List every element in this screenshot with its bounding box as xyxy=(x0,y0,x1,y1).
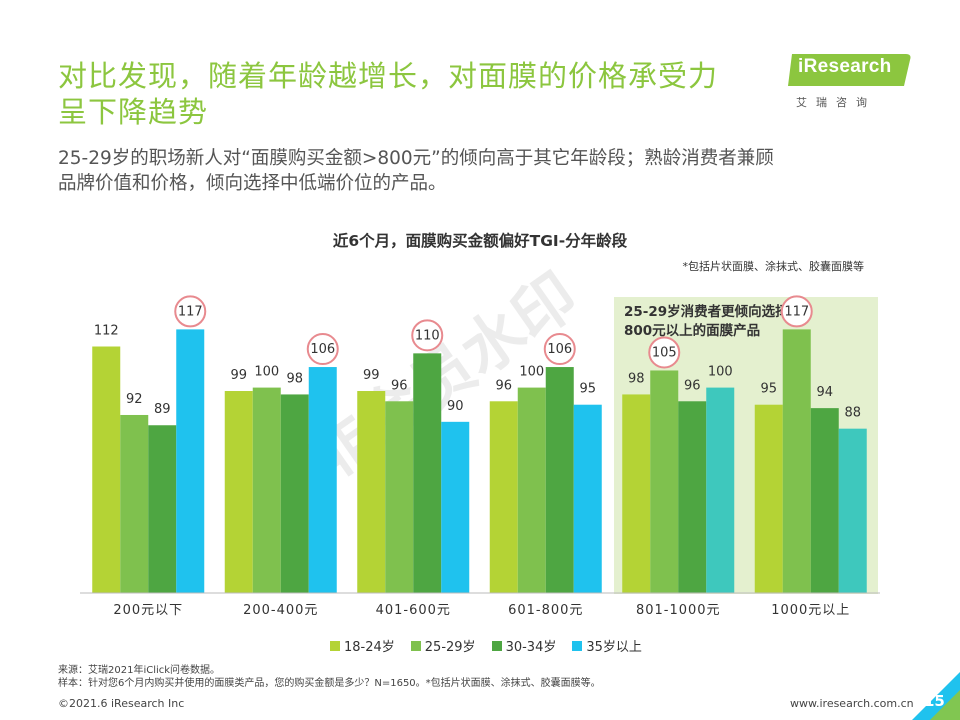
highlight-circle xyxy=(780,295,813,328)
data-label: 99 xyxy=(363,368,380,383)
legend-swatch xyxy=(572,640,583,651)
bar-0-1 xyxy=(120,414,149,593)
source-line-1: 来源：艾瑞2021年iClick问卷数据。 xyxy=(58,665,221,676)
bar-0-2 xyxy=(148,425,177,593)
bar-5-2 xyxy=(810,408,839,593)
data-label: 110 xyxy=(415,328,440,343)
data-label: 100 xyxy=(708,365,733,380)
data-label: 105 xyxy=(652,345,677,360)
bar-3-0 xyxy=(489,401,518,593)
legend-label: 35岁以上 xyxy=(586,640,642,655)
category-label: 801-1000元 xyxy=(636,603,721,618)
legend-label: 18-24岁 xyxy=(344,640,395,655)
page-number: 15 xyxy=(924,692,945,710)
data-label: 96 xyxy=(391,378,408,393)
data-label: 98 xyxy=(628,371,645,386)
logo-badge xyxy=(788,54,911,86)
footer-url[interactable]: www.iresearch.com.cn xyxy=(790,697,914,710)
bar-2-1 xyxy=(385,401,414,593)
highlight-label-line-1: 25-29岁消费者更倾向选择 xyxy=(624,304,789,320)
data-label: 100 xyxy=(519,365,544,380)
legend-item: 30-34岁 xyxy=(491,636,557,655)
data-label: 92 xyxy=(126,392,143,407)
category-label: 601-800元 xyxy=(508,603,583,618)
legend-swatch xyxy=(491,640,502,651)
data-label: 96 xyxy=(684,378,701,393)
bar-3-1 xyxy=(517,387,546,593)
bar-5-3 xyxy=(838,428,867,593)
data-label: 98 xyxy=(286,371,303,386)
bar-4-1 xyxy=(650,370,679,593)
chart-note: *包括片状面膜、涂抹式、胶囊面膜等 xyxy=(682,260,865,273)
page-title-line-2: 呈下降趋势 xyxy=(58,95,209,129)
bar-2-3 xyxy=(441,421,470,593)
chart-title: 近6个月，面膜购买金额偏好TGI-分年龄段 xyxy=(332,232,628,250)
highlight-circle xyxy=(648,336,681,369)
data-label: 117 xyxy=(178,304,203,319)
logo-chinese-text: 艾瑞咨询 xyxy=(796,96,876,109)
legend-label: 30-34岁 xyxy=(505,640,557,655)
bar-0-0 xyxy=(92,346,121,593)
subtitle-line-1: 25-29岁的职场新人对“面膜购买金额>800元”的倾向高于其它年龄段；熟龄消费… xyxy=(58,148,774,169)
bar-4-3 xyxy=(706,387,735,593)
data-label: 112 xyxy=(94,324,119,339)
highlight-circle xyxy=(543,333,576,366)
legend-label: 25-29岁 xyxy=(424,640,476,655)
bar-1-1 xyxy=(252,387,281,593)
bar-0-3 xyxy=(176,329,205,593)
page-subtitle: 25-29岁的职场新人对“面膜购买金额>800元”的倾向高于其它年龄段；熟龄消费… xyxy=(58,146,928,196)
logo-text: iResearch xyxy=(798,56,892,77)
chart-legend: 18-24岁 25-29岁 30-34岁 35岁以上 xyxy=(330,636,642,655)
legend-swatch xyxy=(410,640,421,651)
category-label: 200元以下 xyxy=(113,603,183,618)
category-label: 401-600元 xyxy=(376,603,451,618)
bar-1-2 xyxy=(280,394,309,593)
data-label: 100 xyxy=(254,365,279,380)
data-label: 96 xyxy=(495,378,512,393)
data-label: 106 xyxy=(310,342,335,357)
data-label: 95 xyxy=(579,382,596,397)
highlight-label-line-2: 800元以上的面膜产品 xyxy=(624,323,761,339)
bar-1-3 xyxy=(308,367,337,593)
data-label: 95 xyxy=(760,382,777,397)
bar-4-0 xyxy=(622,394,651,593)
page-title: 对比发现，随着年龄越增长，对面膜的价格承受力 呈下降趋势 xyxy=(58,58,778,130)
bar-2-0 xyxy=(357,391,386,593)
data-label: 90 xyxy=(447,399,464,414)
bar-2-2 xyxy=(413,353,442,593)
source-note: 来源：艾瑞2021年iClick问卷数据。 样本：针对您6个月内购买并使用的面膜… xyxy=(58,664,601,690)
category-label: 1000元以上 xyxy=(771,603,850,618)
category-label: 200-400元 xyxy=(243,603,318,618)
data-label: 106 xyxy=(547,342,572,357)
data-label: 88 xyxy=(844,406,861,421)
legend-swatch xyxy=(330,640,340,651)
data-label: 99 xyxy=(230,368,247,383)
bar-3-3 xyxy=(573,404,602,593)
source-line-2: 样本：针对您6个月内购买并使用的面膜类产品，您的购买金额是多少？N=1650。*… xyxy=(58,678,601,689)
subtitle-line-2: 品牌价值和价格，倾向选择中低端价位的产品。 xyxy=(58,173,447,194)
highlight-circle xyxy=(411,319,444,352)
highlight-circle xyxy=(174,295,207,328)
bar-4-2 xyxy=(678,401,707,593)
highlight-label: 25-29岁消费者更倾向选择 800元以上的面膜产品 xyxy=(624,303,789,341)
page-title-line-1: 对比发现，随着年龄越增长，对面膜的价格承受力 xyxy=(58,59,719,93)
copyright: ©2021.6 iResearch Inc xyxy=(58,697,185,710)
legend-item: 18-24岁 xyxy=(330,636,395,655)
bar-1-0 xyxy=(224,391,253,593)
legend-item: 25-29岁 xyxy=(410,636,476,655)
data-label: 117 xyxy=(784,304,809,319)
bar-5-0 xyxy=(754,404,783,593)
data-label: 94 xyxy=(816,385,833,400)
iresearch-logo: iResearch 艾瑞咨询 xyxy=(784,50,914,110)
bar-5-1 xyxy=(782,329,811,593)
data-label: 89 xyxy=(154,402,171,417)
legend-item: 35岁以上 xyxy=(572,636,642,655)
highlight-circle xyxy=(306,333,339,366)
bar-3-2 xyxy=(545,367,574,593)
